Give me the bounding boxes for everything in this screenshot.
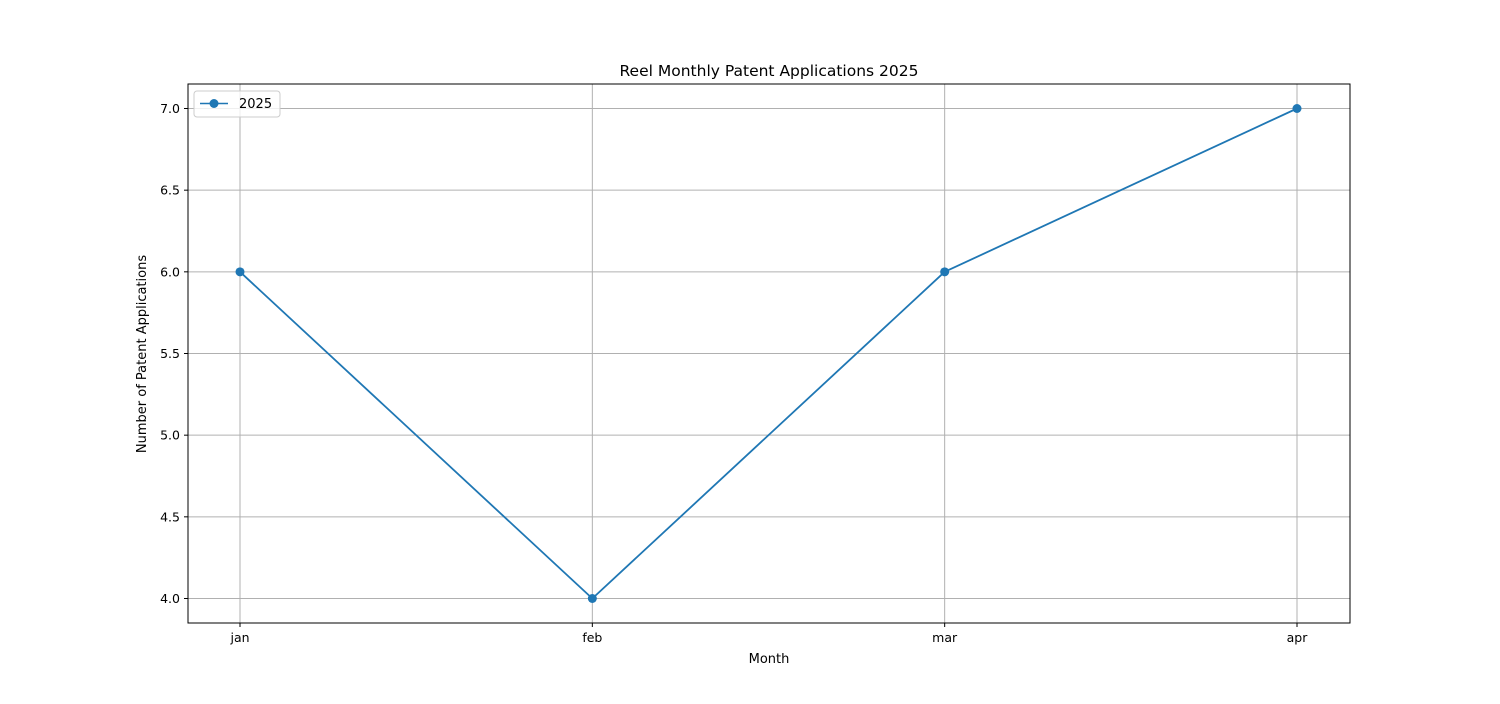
y-tick-label: 7.0 [160,101,180,116]
y-tick-label: 4.0 [160,591,180,606]
x-tick-label: mar [932,630,958,645]
x-tick-label: jan [229,630,249,645]
y-tick-label: 4.5 [160,509,180,524]
x-tick-label: feb [582,630,602,645]
data-point [1293,104,1302,113]
y-tick-label: 5.5 [160,346,180,361]
y-axis-label: Number of Patent Applications [135,255,150,453]
data-point [588,594,597,603]
y-tick-label: 5.0 [160,428,180,443]
chart-title: Reel Monthly Patent Applications 2025 [619,62,918,80]
legend: 2025 [194,91,280,117]
y-tick-label: 6.0 [160,264,180,279]
legend-label: 2025 [239,97,272,112]
x-tick-label: apr [1287,630,1309,645]
y-tick-label: 6.5 [160,183,180,198]
data-point [940,267,949,276]
x-axis-label: Month [749,652,790,667]
legend-marker [210,99,219,108]
data-point [236,267,245,276]
